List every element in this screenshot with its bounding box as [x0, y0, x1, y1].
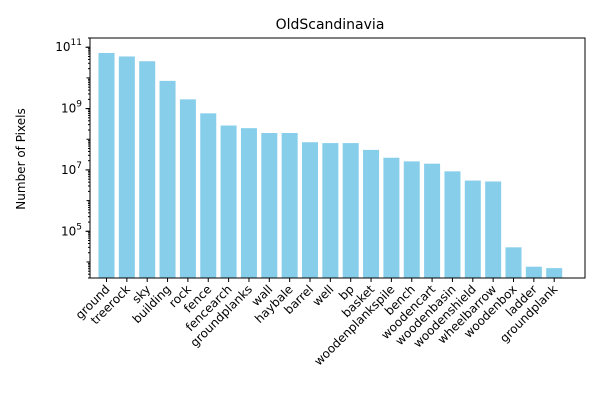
y-tick-base: 10 [61, 163, 76, 177]
bar-barrel [302, 142, 318, 278]
y-tick-label: 105 [61, 222, 82, 238]
bar-woodencart [424, 163, 441, 278]
axes-group [89, 37, 586, 279]
bar-rock [179, 99, 196, 278]
bar-ground [98, 52, 115, 278]
y-tick-label: 1011 [55, 38, 82, 54]
bar-well [322, 143, 339, 278]
y-tick-exponent: 5 [76, 222, 82, 232]
bar-basket [363, 149, 380, 278]
bar-woodenbox [505, 247, 522, 278]
x-tick-label: well [310, 282, 337, 309]
y-tick-exponent: 11 [71, 38, 82, 48]
bar-treerock [118, 56, 135, 278]
chart-title: OldScandinavia [276, 17, 385, 33]
x-axis-ticks: groundtreerockskybuildingrockfencefencea… [73, 278, 560, 368]
y-tick-exponent: 9 [76, 100, 82, 110]
bars-group [98, 52, 563, 278]
bar-bench [403, 161, 420, 278]
bar-wheelbarrow [485, 181, 502, 278]
y-tick-label: 107 [61, 161, 82, 177]
bar-groundplank [546, 268, 563, 278]
bar-fence [200, 113, 217, 278]
bar-bp [342, 143, 359, 278]
y-tick-base: 10 [61, 102, 76, 116]
y-tick-base: 10 [55, 40, 70, 54]
y-tick-label: 109 [61, 100, 82, 116]
bar-groundplanks [240, 128, 257, 278]
bar-woodenplankspile [383, 157, 400, 278]
y-tick-exponent: 7 [76, 161, 82, 171]
bar-woodenbasin [444, 171, 461, 278]
bar-sky [139, 61, 156, 278]
bar-haybale [281, 133, 298, 278]
bar-woodenshield [464, 180, 481, 278]
bar-fencearch [220, 125, 237, 278]
bar-wall [261, 133, 278, 278]
y-axis-label: Number of Pixels [14, 108, 28, 209]
bar-ladder [525, 266, 542, 278]
bar-building [159, 80, 176, 278]
plot-frame [89, 37, 586, 279]
y-tick-base: 10 [61, 224, 76, 238]
